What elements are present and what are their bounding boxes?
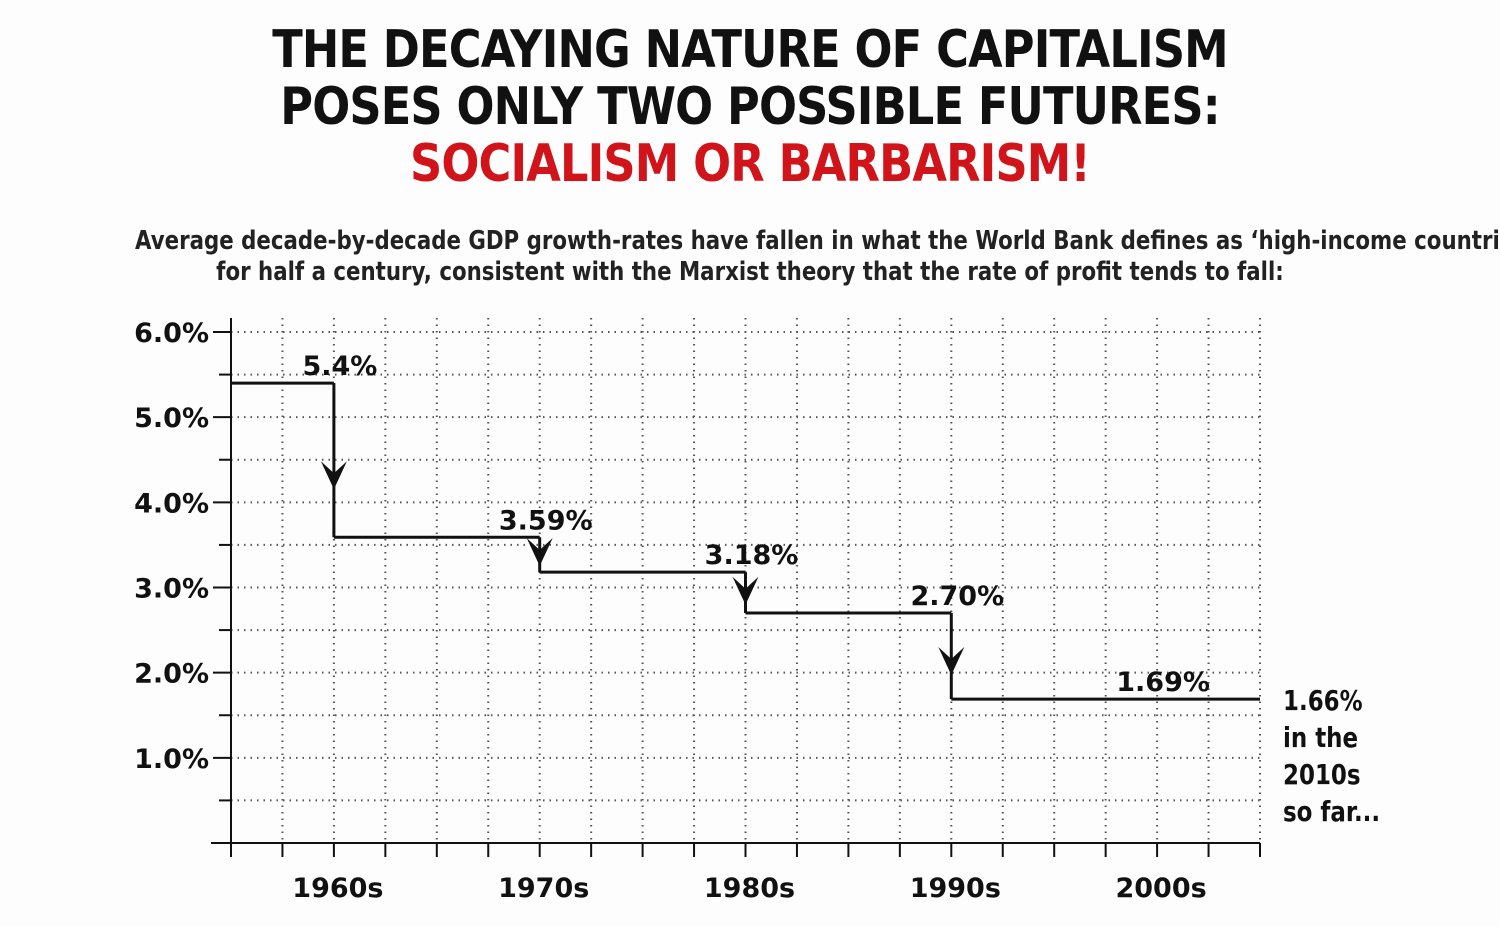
data-label: 5.4% [302, 351, 377, 382]
x-tick-label: 1970s [498, 873, 589, 904]
subtitle-block: Average decade-by-decade GDP growth-rate… [0, 226, 1500, 288]
y-tick-label: 3.0% [134, 574, 209, 605]
title-line-3: SOCIALISM OR BARBARISM! [410, 134, 1091, 194]
down-arrow-icon [938, 646, 965, 675]
y-tick-label: 5.0% [134, 403, 209, 434]
title-line-1: THE DECAYING NATURE OF CAPITALISM [272, 20, 1228, 80]
x-tick-label: 1980s [704, 873, 795, 904]
y-tick-label: 4.0% [134, 488, 209, 519]
down-arrow-icon [732, 576, 759, 605]
annotation-line-3: 2010s [1283, 758, 1361, 791]
annotation-line-2: in the [1283, 721, 1359, 754]
data-label: 1.69% [1116, 667, 1210, 698]
data-label: 3.59% [499, 505, 593, 536]
annotation-line-4: so far... [1283, 795, 1381, 828]
data-label: 3.18% [705, 540, 799, 571]
title-block: THE DECAYING NATURE OF CAPITALISM POSES … [0, 22, 1500, 193]
y-tick-label: 1.0% [134, 744, 209, 775]
x-tick-label: 1990s [910, 873, 1001, 904]
subtitle-line-1: Average decade-by-decade GDP growth-rate… [135, 226, 1500, 256]
subtitle-line-2: for half a century, consistent with the … [216, 257, 1284, 287]
y-tick-label: 6.0% [134, 318, 209, 349]
annotation-2010s: 1.66% in the 2010s so far... [1283, 682, 1380, 830]
x-tick-label: 1960s [292, 873, 383, 904]
title-line-2: POSES ONLY TWO POSSIBLE FUTURES: [280, 77, 1220, 137]
annotation-line-1: 1.66% [1283, 684, 1363, 717]
data-label: 2.70% [910, 581, 1004, 612]
down-arrow-icon [526, 537, 553, 566]
y-tick-label: 2.0% [134, 659, 209, 690]
down-arrow-icon [320, 461, 347, 490]
x-tick-label: 2000s [1115, 873, 1206, 904]
